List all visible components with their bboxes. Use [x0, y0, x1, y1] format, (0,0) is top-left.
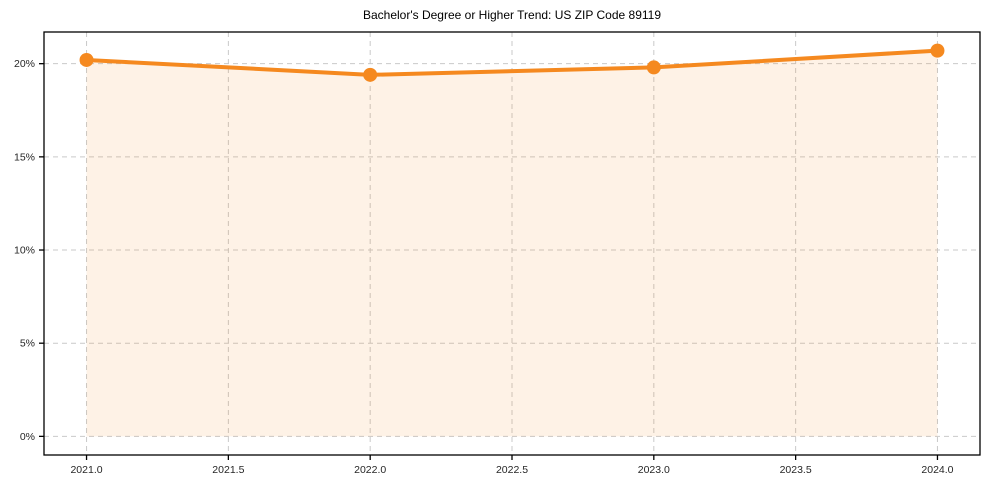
y-tick-label: 20% [14, 58, 35, 70]
data-point-marker [363, 67, 378, 82]
data-point-marker [79, 52, 94, 67]
x-tick-label: 2022.5 [496, 464, 528, 476]
area-fill [86, 50, 938, 437]
y-tick-label: 5% [20, 338, 35, 350]
x-tick-label: 2021.0 [70, 464, 102, 476]
data-point-marker [930, 43, 945, 58]
y-tick-label: 15% [14, 151, 35, 163]
chart-title: Bachelor's Degree or Higher Trend: US ZI… [362, 8, 661, 22]
y-tick-label: 10% [14, 245, 35, 257]
x-tick-label: 2023.5 [780, 464, 812, 476]
data-point-marker [646, 60, 661, 75]
y-tick-label: 0% [20, 431, 35, 443]
x-tick-label: 2023.0 [638, 464, 670, 476]
x-tick-label: 2024.0 [921, 464, 953, 476]
x-tick-label: 2022.0 [354, 464, 386, 476]
x-tick-label: 2021.5 [212, 464, 244, 476]
trend-line [84, 48, 940, 77]
